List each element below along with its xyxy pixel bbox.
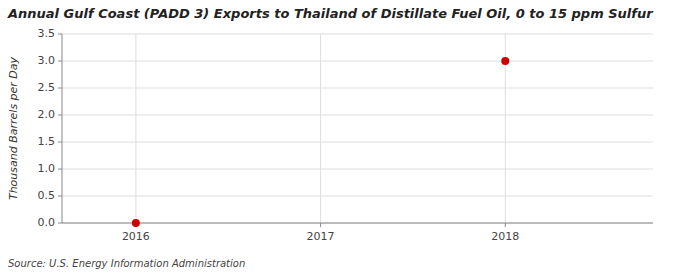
grid [62, 34, 653, 223]
y-tick-label: 2.5 [38, 81, 56, 94]
tick-mark [58, 34, 62, 35]
tick-mark [58, 142, 62, 143]
y-tick-label: 3.0 [38, 54, 56, 67]
point [132, 219, 140, 227]
x-tick-label: 2016 [122, 230, 150, 243]
grid-line [62, 142, 653, 143]
source-note: Source: U.S. Energy Information Administ… [8, 258, 245, 269]
y-tick-label: 0.0 [38, 216, 56, 229]
grid-line [62, 115, 653, 116]
grid-line [62, 88, 653, 89]
chart: 0.0 0.5 1.0 1.5 2.0 2.5 3.0 3.5 2016 2017 2018 Thou… [0, 0, 675, 275]
grid-line [62, 169, 653, 170]
title: Annual Gulf Coast (PADD 3) Exports to Th… [7, 6, 654, 21]
y-tick-label: 3.5 [38, 27, 56, 40]
tick-mark [58, 88, 62, 89]
points [132, 57, 509, 227]
tick-mark [505, 223, 506, 227]
x-tick-label: 2018 [491, 230, 519, 243]
grid-line [62, 223, 653, 224]
tick-mark [58, 196, 62, 197]
y-tick-label: 0.5 [38, 189, 56, 202]
y-tick-label: 2.0 [38, 108, 56, 121]
y-axis-line [62, 34, 63, 223]
y-axis-label: Thousand Barrels per Day [7, 56, 20, 200]
grid-line [62, 61, 653, 62]
tick-mark [320, 223, 321, 227]
y-tick-label: 1.5 [38, 135, 56, 148]
grid-line [320, 34, 321, 223]
y-tick-label: 1.0 [38, 162, 56, 175]
grid-line [62, 34, 653, 35]
grid-line [62, 196, 653, 197]
grid-line [135, 34, 136, 223]
axes: 0.0 0.5 1.0 1.5 2.0 2.5 3.0 3.5 2016 2017 2018 [38, 27, 654, 243]
x-tick-label: 2017 [307, 230, 335, 243]
tick-mark [58, 223, 62, 224]
tick-mark [58, 169, 62, 170]
tick-mark [58, 61, 62, 62]
point [501, 57, 509, 65]
x-axis-line [62, 223, 653, 224]
tick-mark [58, 115, 62, 116]
